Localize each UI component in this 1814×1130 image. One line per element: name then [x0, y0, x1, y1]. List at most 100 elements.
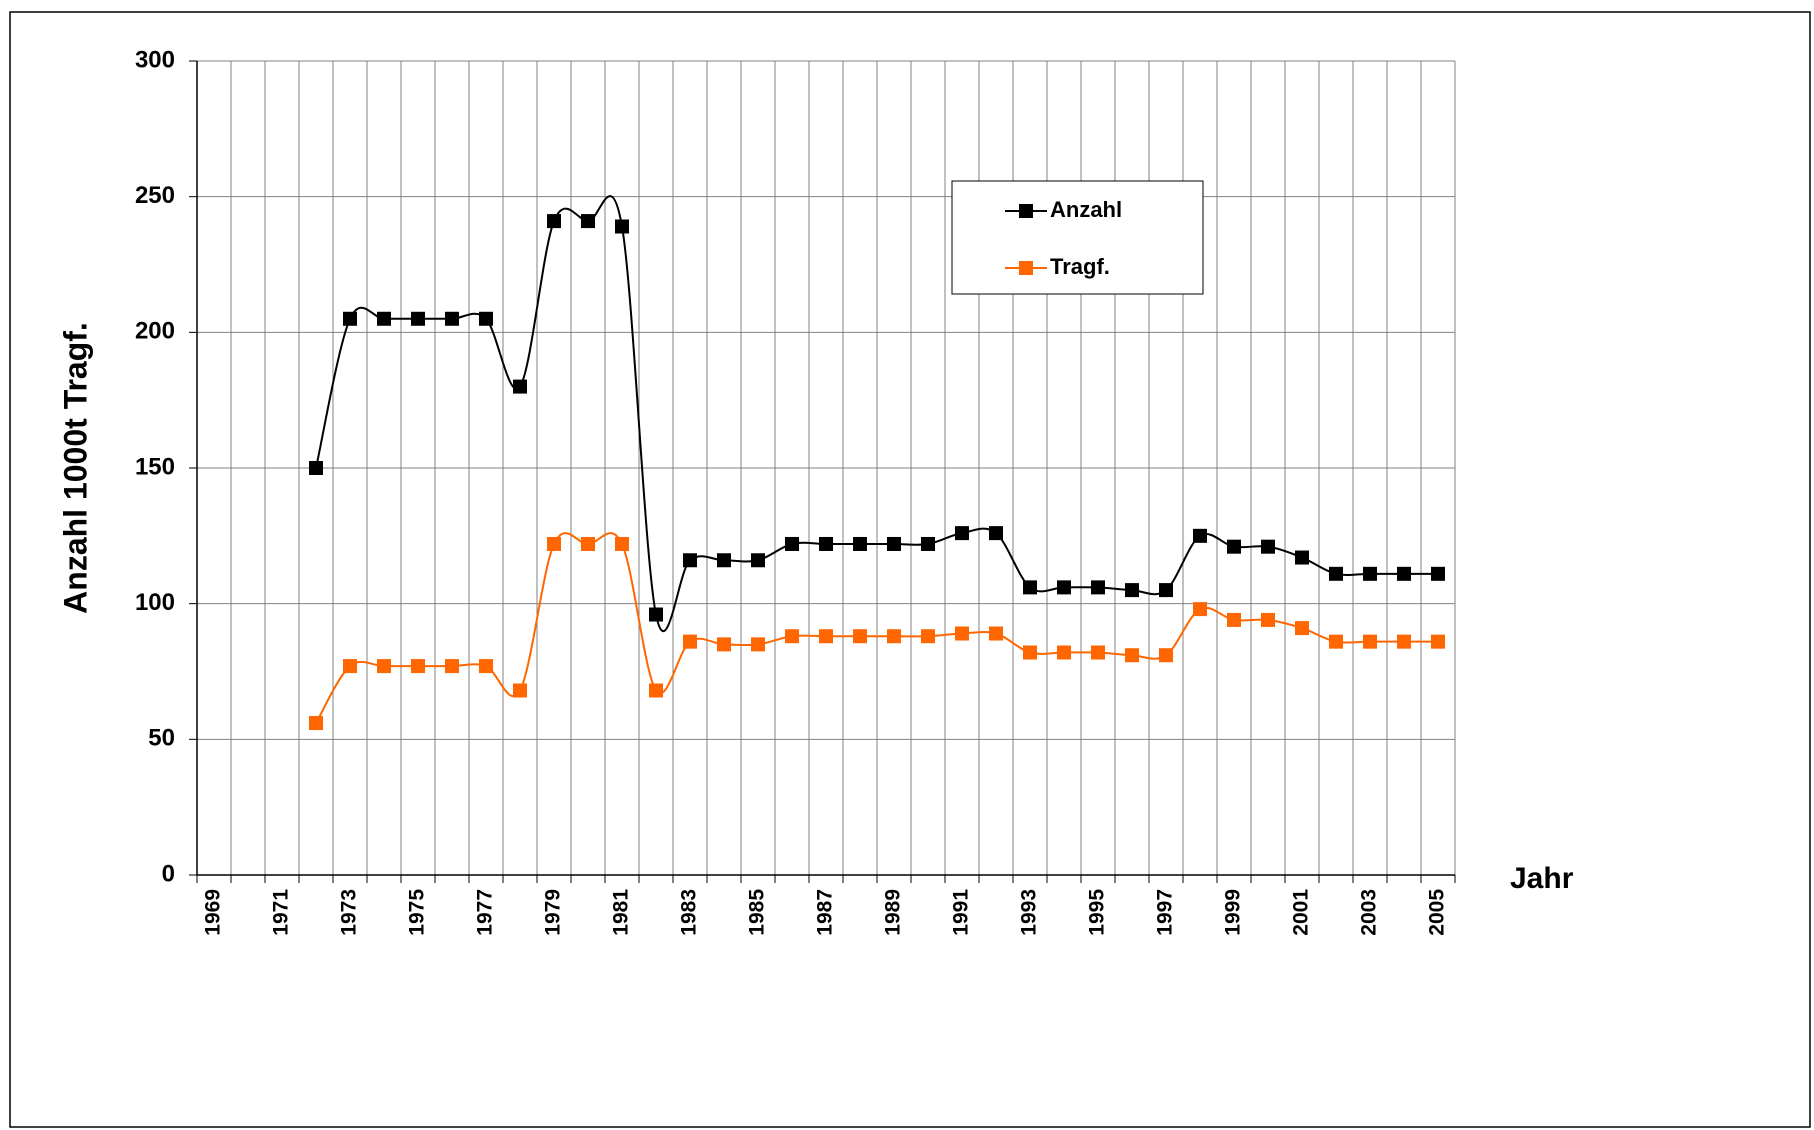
data-marker [1091, 580, 1105, 595]
data-marker [445, 311, 459, 326]
y-tick-label: 200 [135, 318, 175, 345]
data-marker [989, 626, 1003, 641]
data-marker [717, 553, 731, 568]
data-marker [853, 629, 867, 644]
data-marker [343, 659, 357, 674]
y-tick-label: 150 [135, 453, 175, 480]
data-marker [1159, 583, 1173, 598]
legend-label: Tragf. [1050, 254, 1110, 279]
data-marker [683, 553, 697, 568]
data-marker [1261, 539, 1275, 554]
data-marker [1091, 645, 1105, 660]
data-marker [1057, 645, 1071, 660]
data-marker [717, 637, 731, 652]
data-marker [479, 311, 493, 326]
data-marker [309, 461, 323, 475]
data-marker [1227, 612, 1241, 627]
data-marker [649, 683, 663, 698]
data-marker [1261, 612, 1275, 627]
data-marker [1295, 550, 1309, 565]
data-marker [1193, 528, 1207, 543]
data-marker [1227, 539, 1241, 554]
x-tick-label: 2001 [1290, 889, 1313, 936]
x-tick-label: 1969 [202, 889, 225, 936]
legend: Anzahl Tragf. [951, 180, 1204, 295]
data-marker [785, 629, 799, 644]
data-marker [411, 659, 425, 674]
data-marker [581, 536, 595, 551]
data-marker [343, 311, 357, 326]
data-marker [377, 311, 391, 326]
x-tick-label: 2005 [1426, 889, 1449, 936]
data-marker [309, 716, 323, 731]
x-tick-label: 1995 [1086, 889, 1109, 936]
data-marker [1125, 583, 1139, 598]
legend-marker [1019, 261, 1033, 275]
data-marker [445, 659, 459, 674]
data-marker [513, 683, 527, 698]
data-marker [1431, 566, 1445, 581]
data-marker [615, 219, 629, 234]
data-marker [377, 659, 391, 674]
legend-box [951, 180, 1204, 295]
data-marker [989, 526, 1003, 541]
y-tick-label: 0 [162, 860, 175, 887]
legend-label: Anzahl [1050, 197, 1122, 222]
data-marker [887, 629, 901, 644]
x-tick-label: 1977 [474, 889, 497, 936]
x-tick-label: 1981 [610, 889, 633, 936]
data-marker [547, 536, 561, 551]
data-marker [513, 379, 527, 394]
x-tick-label: 1991 [950, 889, 973, 936]
data-marker [411, 311, 425, 326]
x-tick-label: 1985 [746, 889, 769, 936]
data-marker [819, 536, 833, 551]
data-marker [547, 214, 561, 229]
x-tick-label: 1971 [270, 889, 293, 936]
data-marker [921, 629, 935, 644]
x-axis-label: Jahr [1510, 862, 1574, 895]
y-tick-label: 250 [135, 182, 175, 209]
data-marker [853, 536, 867, 551]
data-marker [615, 536, 629, 551]
data-marker [1295, 621, 1309, 636]
data-marker [819, 629, 833, 644]
data-marker [683, 634, 697, 649]
data-marker [479, 659, 493, 674]
data-marker [1125, 648, 1139, 663]
data-marker [1193, 602, 1207, 617]
x-tick-label: 1989 [882, 889, 905, 936]
x-tick-label: 1973 [338, 889, 361, 936]
x-tick-label: 1979 [542, 889, 565, 936]
data-marker [751, 637, 765, 652]
legend-marker [1019, 204, 1033, 218]
data-marker [1023, 580, 1037, 595]
data-marker [1023, 645, 1037, 660]
x-tick-label: 1975 [406, 889, 429, 936]
x-tick-label: 1987 [814, 889, 837, 936]
data-marker [1329, 566, 1343, 581]
data-marker [581, 214, 595, 229]
data-marker [1397, 566, 1411, 581]
x-tick-label: 1999 [1222, 889, 1245, 936]
data-marker [1363, 634, 1377, 649]
data-marker [955, 526, 969, 541]
x-tick-label: 2003 [1358, 889, 1381, 936]
data-marker [955, 626, 969, 641]
data-marker [1329, 634, 1343, 649]
data-marker [649, 607, 663, 622]
data-marker [1057, 580, 1071, 595]
y-tick-label: 50 [148, 725, 175, 752]
x-tick-label: 1997 [1154, 889, 1177, 936]
y-tick-label: 100 [135, 589, 175, 616]
data-marker [1159, 648, 1173, 663]
data-marker [887, 536, 901, 551]
data-marker [785, 536, 799, 551]
data-marker [1363, 566, 1377, 581]
data-marker [1397, 634, 1411, 649]
x-tick-label: 1983 [678, 889, 701, 936]
data-marker [1431, 634, 1445, 649]
x-tick-label: 1993 [1018, 889, 1041, 936]
data-marker [751, 553, 765, 568]
